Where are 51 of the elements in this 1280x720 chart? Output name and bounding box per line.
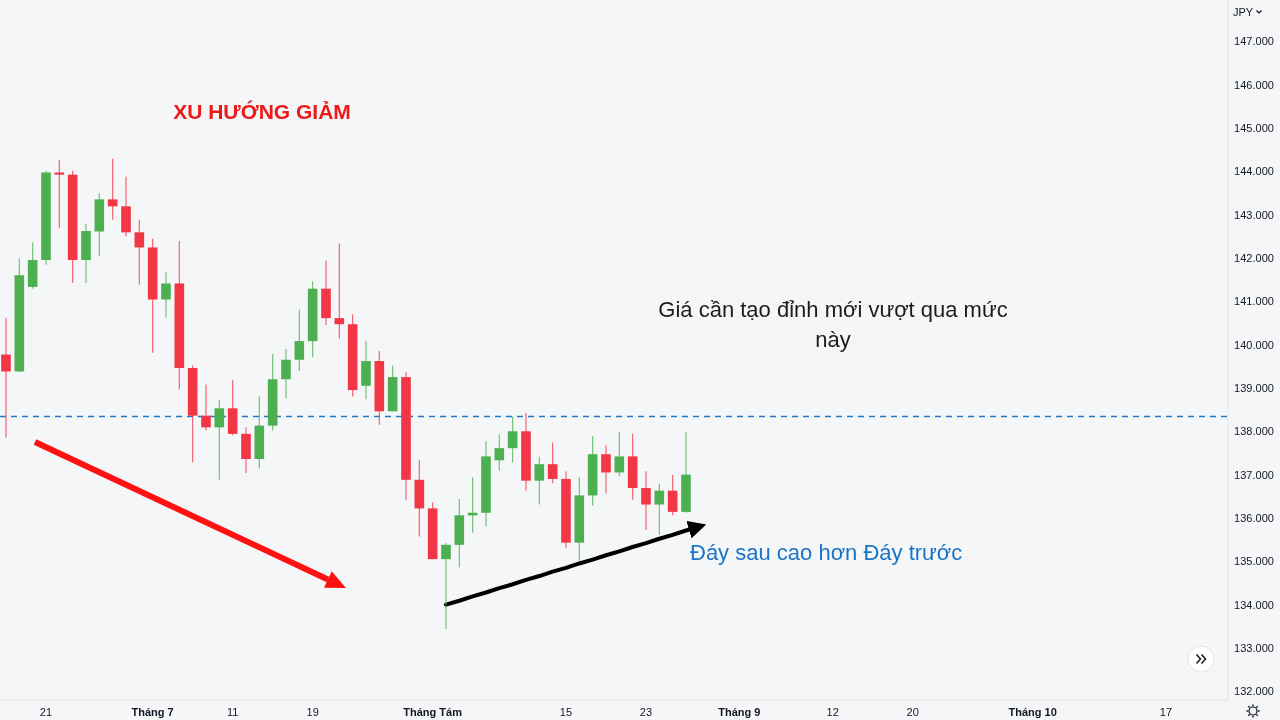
x-tick-label: Tháng 7: [131, 706, 174, 718]
ref-line-label: Giá cần tạo đỉnh mới vượt qua mức này: [658, 296, 1008, 352]
candlestick: [294, 308, 305, 372]
y-tick-label: 141.000: [1234, 295, 1274, 308]
y-tick-label: 142.000: [1234, 251, 1274, 264]
y-tick-label: 138.000: [1234, 425, 1274, 438]
y-tick-label: 145.000: [1234, 121, 1274, 134]
x-tick-label: Tháng 10: [1008, 706, 1057, 718]
y-tick-label: 133.000: [1234, 641, 1274, 654]
y-tick-label: 137.000: [1234, 468, 1274, 481]
x-tick-label: Tháng Tám: [403, 706, 463, 718]
candlestick: [534, 456, 545, 506]
candlestick: [494, 433, 505, 472]
candlestick: [281, 348, 291, 399]
x-tick-label: Tháng 9: [718, 706, 761, 718]
x-tick-label: 15: [559, 706, 573, 718]
candlestick: [107, 158, 118, 221]
candlestick: [214, 399, 225, 481]
candlestick: [507, 415, 518, 464]
candlestick: [547, 441, 558, 484]
y-tick-label: 132.000: [1234, 685, 1274, 698]
x-tick-label: 23: [639, 706, 653, 718]
y-tick-label: 146.000: [1234, 78, 1274, 91]
y-tick-label: 139.000: [1234, 381, 1274, 394]
candlestick: [614, 431, 625, 477]
y-tick-label: 144.000: [1234, 165, 1274, 178]
candlestick: [601, 444, 611, 494]
y-tick-label: 134.000: [1234, 598, 1274, 611]
candlestick: [441, 542, 451, 630]
y-tick-label: 136.000: [1234, 511, 1274, 524]
annotation: Đáy sau cao hơn Đáy trước: [690, 540, 963, 565]
candlestick: [654, 483, 665, 536]
y-tick-label: 143.000: [1234, 208, 1274, 221]
y-tick-label: 140.000: [1234, 338, 1274, 351]
text: XU HƯỚNG GIẢM: [173, 100, 351, 123]
x-tick-label: 21: [39, 706, 53, 718]
y-axis-title: JPY: [1232, 6, 1254, 18]
candlestick: [1, 317, 11, 439]
y-tick-label: 147.000: [1234, 35, 1274, 48]
candlestick: [641, 470, 651, 531]
candlestick: [334, 242, 345, 340]
candlestick: [667, 474, 678, 516]
y-tick-label: 135.000: [1234, 555, 1274, 568]
x-tick-label: 17: [1159, 706, 1173, 718]
x-tick-label: 11: [226, 706, 239, 718]
candlestick: [161, 271, 171, 319]
x-tick-label: 20: [906, 706, 919, 718]
candlestick: [201, 383, 211, 431]
x-tick-label: 19: [306, 706, 319, 718]
candlestick: [134, 219, 145, 286]
x-tick-label: 12: [826, 706, 839, 718]
